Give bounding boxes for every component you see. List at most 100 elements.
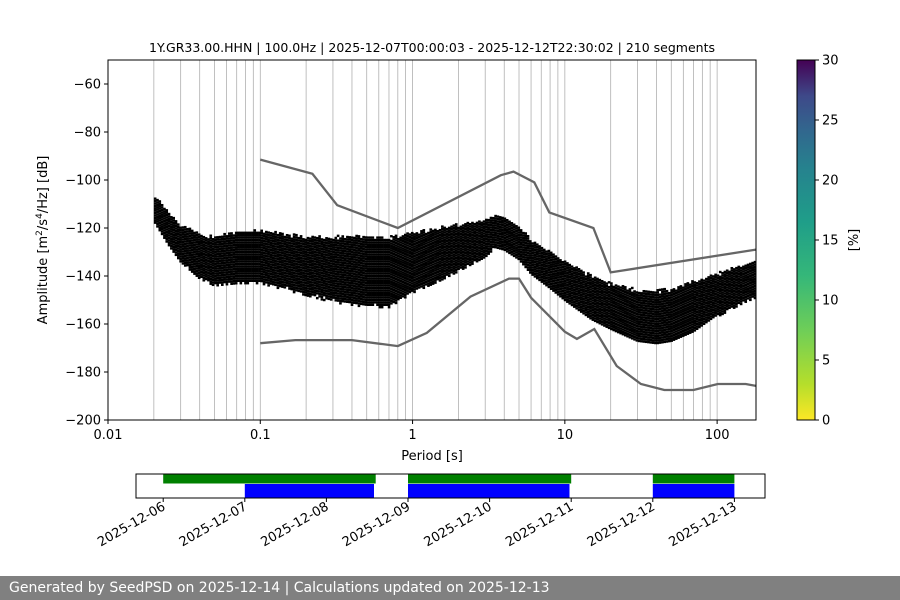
density-cell	[603, 317, 606, 320]
density-cell	[684, 331, 687, 334]
density-cell	[376, 238, 379, 242]
density-cell	[679, 306, 683, 310]
density-cell	[575, 304, 578, 308]
density-cell	[510, 234, 514, 237]
density-cell	[658, 336, 662, 340]
density-cell	[524, 234, 528, 238]
density-cell	[410, 279, 414, 283]
density-cell	[482, 251, 486, 254]
density-cell	[554, 274, 558, 277]
density-cell	[406, 239, 409, 242]
density-cell	[700, 302, 704, 306]
density-cell	[248, 260, 252, 263]
density-cell	[390, 275, 393, 279]
density-cell	[341, 268, 345, 272]
density-cell	[204, 253, 208, 257]
density-cell	[309, 285, 312, 288]
density-cell	[445, 263, 449, 267]
density-cell	[445, 244, 449, 248]
density-cell	[246, 241, 250, 244]
density-cell	[390, 259, 393, 262]
density-cell	[306, 272, 310, 276]
density-cell	[251, 267, 254, 270]
density-cell	[579, 300, 583, 304]
density-cell	[459, 242, 463, 245]
density-cell	[227, 246, 231, 250]
density-cell	[459, 232, 463, 236]
density-cell	[635, 293, 639, 297]
density-cell	[366, 272, 370, 275]
density-cell	[369, 250, 372, 254]
density-cell	[373, 284, 377, 287]
density-cell	[315, 260, 319, 264]
density-cell	[297, 268, 301, 271]
density-cell	[403, 286, 407, 289]
density-cell	[306, 289, 310, 293]
density-cell	[670, 334, 673, 338]
density-cell	[619, 329, 622, 332]
density-cell	[605, 320, 609, 324]
density-cell	[434, 264, 437, 268]
density-cell	[318, 275, 321, 279]
density-cell	[156, 201, 159, 204]
density-cell	[554, 257, 558, 261]
density-cell	[642, 323, 646, 326]
density-cell	[640, 337, 643, 341]
density-cell	[394, 234, 398, 237]
density-cell	[385, 265, 389, 268]
density-cell	[290, 287, 294, 291]
density-cell	[517, 243, 521, 246]
density-cell	[559, 261, 562, 264]
density-cell	[232, 253, 236, 256]
density-cell	[589, 276, 592, 279]
density-cell	[510, 238, 514, 242]
density-cell	[505, 233, 509, 236]
density-cell	[612, 324, 616, 327]
density-cell	[614, 322, 618, 326]
density-cell	[387, 272, 391, 275]
density-cell	[200, 237, 203, 240]
density-cell	[656, 334, 660, 338]
density-cell	[392, 296, 396, 299]
density-cell	[579, 288, 583, 292]
density-cell	[667, 339, 671, 343]
density-cell	[577, 272, 581, 276]
density-cell	[593, 319, 597, 323]
density-cell	[633, 302, 636, 305]
density-cell	[614, 317, 618, 321]
density-cell	[443, 250, 446, 254]
density-cell	[239, 282, 243, 285]
density-cell	[642, 304, 646, 307]
density-cell	[674, 327, 678, 331]
density-cell	[498, 223, 502, 226]
density-cell	[378, 270, 382, 273]
density-cell	[441, 232, 444, 235]
density-cell	[285, 241, 289, 244]
density-cell	[674, 289, 678, 292]
density-cell	[234, 243, 238, 247]
density-cell	[596, 292, 599, 295]
density-cell	[545, 274, 548, 277]
density-cell	[401, 242, 405, 245]
density-cell	[348, 293, 351, 297]
density-cell	[515, 241, 518, 245]
density-cell	[211, 278, 215, 282]
density-cell	[542, 282, 546, 285]
density-cell	[457, 267, 460, 271]
density-cell	[661, 305, 664, 308]
density-cell	[526, 237, 530, 240]
density-cell	[677, 326, 680, 330]
density-cell	[209, 234, 213, 237]
density-cell	[202, 250, 206, 253]
density-cell	[285, 236, 289, 239]
density-cell	[651, 319, 655, 323]
density-cell	[661, 329, 664, 332]
density-cell	[260, 272, 263, 276]
density-cell	[237, 258, 240, 261]
density-cell	[315, 270, 319, 273]
density-cell	[383, 277, 386, 280]
density-cell	[422, 245, 426, 249]
density-cell	[700, 314, 704, 318]
density-cell	[346, 271, 349, 275]
density-cell	[346, 264, 349, 267]
